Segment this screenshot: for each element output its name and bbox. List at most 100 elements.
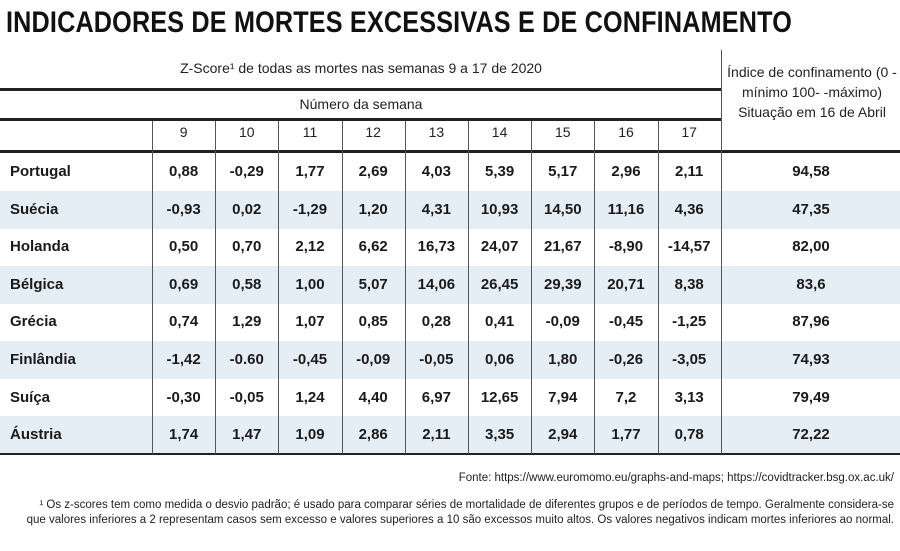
zscore-cell: 0,06 — [484, 351, 515, 368]
zscore-cell: 6,97 — [421, 388, 451, 406]
zscore-cell: -1,42 — [166, 351, 201, 368]
column-divider — [657, 121, 659, 454]
column-divider — [278, 121, 280, 454]
zscore-cell: 1,24 — [295, 388, 325, 406]
zscore-cell: 7,94 — [548, 388, 578, 406]
zscore-cell: 5,39 — [484, 163, 515, 180]
zscore-cell: 24,07 — [480, 238, 519, 256]
zscore-cell: 0,50 — [168, 238, 199, 256]
index-header: Índice de confinamento (0 - mínimo 100- … — [727, 64, 897, 120]
zscore-cell: -0,09 — [356, 351, 391, 368]
column-divider — [215, 121, 217, 454]
zscore-cell: 2,86 — [358, 426, 388, 444]
week-header: 9 — [179, 124, 188, 140]
zscore-cell: -0,26 — [608, 351, 644, 368]
index-cell: 74,93 — [792, 351, 830, 368]
zscore-cell: 6,62 — [358, 238, 388, 256]
footnote: ¹ Os z-scores tem como medida o desvio p… — [26, 499, 894, 526]
zscore-cell: 0,85 — [358, 313, 388, 331]
index-cell: 79,49 — [792, 388, 830, 406]
index-cell: 47,35 — [792, 200, 830, 218]
zscore-cell: 2,69 — [358, 163, 388, 180]
country-name: Bélgica — [10, 275, 64, 293]
zscore-cell: 0,58 — [232, 275, 262, 293]
zscore-cell: 12,65 — [480, 388, 519, 406]
zscore-cell: 1,09 — [295, 426, 325, 444]
week-header: 15 — [554, 124, 571, 140]
country-name: Suécia — [10, 200, 59, 218]
zscore-cell: 4,03 — [421, 163, 451, 180]
zscore-cell: -0,93 — [166, 200, 201, 218]
index-cell: 87,96 — [792, 313, 830, 331]
column-divider — [720, 50, 722, 454]
table-row: Grécia 0,74 1,29 1,07 0,85 0,28 0,41 -0,09 -0,45… — [0, 303, 900, 341]
zscore-cell: 4,36 — [674, 200, 704, 218]
zscore-cell: 14,06 — [417, 275, 456, 293]
source-text: Fonte: https://www.euromomo.eu/graphs-an… — [458, 472, 894, 484]
zscore-cell: -0.60 — [229, 351, 264, 368]
zscore-cell: 14,50 — [544, 200, 582, 218]
zscore-cell: 1,00 — [295, 275, 325, 293]
week-header: 10 — [238, 124, 255, 140]
zscore-cell: 0,41 — [484, 313, 515, 331]
page-title: INDICADORES DE MORTES EXCESSIVAS E DE CO… — [6, 6, 792, 39]
column-divider — [468, 121, 469, 454]
week-header: 17 — [681, 124, 697, 140]
table-row: Finlândia -1,42 -0.60 -0,45 -0,09 -0,05 0,06 1,… — [0, 341, 900, 379]
country-name: Portugal — [10, 163, 71, 180]
table-row: Suíça -0,30 -0,05 1,24 4,40 6,97 12,65 7,94 7,2 3… — [0, 379, 900, 417]
index-cell: 72,22 — [792, 426, 830, 444]
zscore-cell: -0,45 — [292, 351, 328, 368]
zscore-cell: 1,47 — [232, 426, 262, 444]
zscore-cell: 1,07 — [295, 313, 325, 331]
zscore-cell: 20,71 — [607, 275, 645, 293]
zscore-cell: -0,05 — [419, 351, 454, 368]
zscore-cell: 0,78 — [674, 426, 704, 444]
zscore-cell: 8,38 — [674, 275, 704, 293]
zscore-cell: 10,93 — [480, 200, 519, 218]
table-row: Holanda 0,50 0,70 2,12 6,62 16,73 24,07 21,67 -8… — [0, 228, 900, 266]
zscore-cell: 2,94 — [548, 426, 578, 444]
zscore-cell: 0,28 — [421, 313, 451, 331]
divider — [0, 150, 900, 153]
zscore-cell: -0,29 — [229, 163, 264, 180]
column-divider — [341, 121, 343, 454]
index-cell: 82,00 — [792, 238, 830, 256]
country-name: Holanda — [10, 238, 70, 256]
zscore-cell: 2,11 — [675, 163, 704, 180]
table-subtitle: Z-Score¹ de todas as mortes nas semanas … — [180, 60, 542, 76]
week-header: 14 — [491, 124, 508, 140]
week-header: 11 — [302, 124, 318, 140]
week-header: 12 — [365, 124, 381, 140]
zscore-cell: 0,88 — [168, 163, 199, 180]
country-name: Áustria — [10, 426, 62, 444]
zscore-cell: 5,17 — [548, 163, 578, 180]
divider — [0, 118, 722, 121]
zscore-cell: 4,31 — [421, 200, 451, 218]
week-header: 13 — [428, 124, 445, 140]
zscore-cell: 4,40 — [358, 388, 388, 406]
zscore-cell: -0,45 — [608, 313, 644, 331]
zscore-cell: -1,29 — [292, 200, 328, 218]
zscore-cell: 2,96 — [611, 163, 641, 180]
zscore-cell: 1,77 — [295, 163, 325, 180]
zscore-cell: 16,73 — [417, 238, 456, 256]
zscore-cell: 2,12 — [295, 238, 325, 256]
zscore-cell: 26,45 — [480, 275, 519, 293]
zscore-cell: -3,05 — [672, 351, 707, 368]
week-group-label: Número da semana — [299, 96, 423, 112]
divider — [0, 453, 900, 455]
table-row: Suécia -0,93 0,02 -1,29 1,20 4,31 10,93 14,50 11… — [0, 190, 900, 229]
zscore-cell: 0,69 — [168, 275, 199, 293]
zscore-cell: -8,90 — [608, 238, 644, 256]
table-row: Portugal 0,88 -0,29 1,77 2,69 4,03 5,39 5,17 2,9… — [0, 153, 900, 191]
zscore-cell: -1,25 — [672, 313, 707, 331]
zscore-cell: 1,29 — [232, 313, 262, 331]
column-divider — [152, 121, 153, 454]
zscore-cell: 1,80 — [548, 351, 578, 368]
country-name: Grécia — [10, 313, 57, 331]
index-cell: 83,6 — [796, 275, 826, 293]
week-header: 16 — [618, 124, 634, 140]
index-cell: 94,58 — [792, 163, 830, 180]
